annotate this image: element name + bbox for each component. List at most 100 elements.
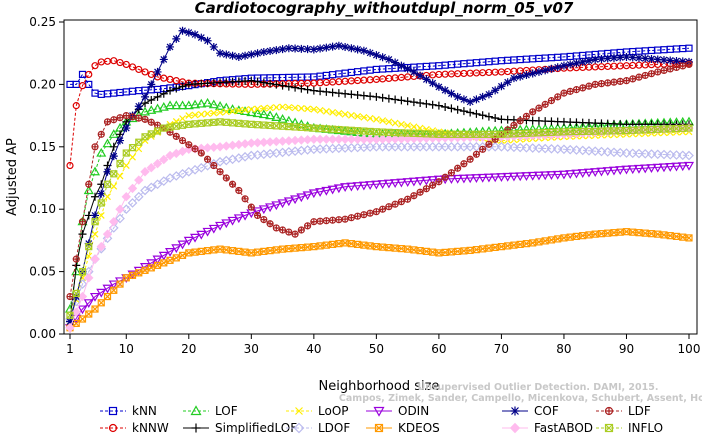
data-point xyxy=(72,289,80,298)
data-point xyxy=(447,169,456,177)
data-point xyxy=(590,146,601,157)
watermark-line-2: Unsupervised Outlier Detection. DAMI, 20… xyxy=(418,382,659,393)
data-point xyxy=(277,199,288,209)
data-point xyxy=(183,236,194,246)
data-point xyxy=(646,149,657,159)
data-point xyxy=(172,132,180,140)
data-point xyxy=(171,244,182,254)
data-point xyxy=(103,118,112,126)
data-point xyxy=(129,153,136,161)
data-point xyxy=(110,170,118,178)
data-point xyxy=(221,102,232,112)
legend-marker xyxy=(108,406,118,416)
legend-marker xyxy=(108,423,118,433)
data-point xyxy=(97,212,105,219)
data-point xyxy=(422,185,430,193)
data-point xyxy=(372,208,380,216)
data-point xyxy=(259,78,268,87)
data-point xyxy=(247,105,255,113)
data-point xyxy=(116,136,125,145)
data-point xyxy=(447,104,456,113)
data-point xyxy=(290,195,301,205)
data-point xyxy=(547,64,556,73)
data-point xyxy=(153,121,162,129)
data-point xyxy=(477,173,488,183)
x-tick-label: 1 xyxy=(66,342,74,356)
data-point xyxy=(97,299,105,307)
legend-label: kNNW xyxy=(132,421,169,434)
data-point xyxy=(684,150,694,161)
data-point xyxy=(397,120,405,128)
data-point xyxy=(421,176,432,186)
data-point xyxy=(427,141,438,152)
data-point xyxy=(391,119,399,127)
data-point xyxy=(241,195,249,203)
data-point xyxy=(153,67,162,76)
data-point xyxy=(103,292,112,301)
legend-marker xyxy=(373,406,385,417)
data-point xyxy=(341,89,350,98)
data-point xyxy=(322,217,330,225)
data-point xyxy=(547,97,556,105)
data-point xyxy=(235,186,243,195)
data-point xyxy=(540,143,551,154)
data-point xyxy=(540,171,551,181)
data-point xyxy=(372,51,381,60)
data-point xyxy=(346,134,357,145)
x-tick-label: 50 xyxy=(369,342,384,356)
data-point xyxy=(191,111,199,119)
data-point xyxy=(234,52,243,61)
y-tick-label: 0.20 xyxy=(29,77,56,91)
data-point xyxy=(247,50,256,59)
data-point xyxy=(453,105,462,114)
series-ldof xyxy=(65,141,694,324)
plot-frame xyxy=(63,19,698,335)
data-point xyxy=(308,189,319,199)
data-point xyxy=(497,82,506,91)
data-point xyxy=(190,99,201,109)
legend-item-simplifiedlof: SimplifiedLOF xyxy=(183,421,297,434)
data-point xyxy=(409,67,418,76)
data-point xyxy=(159,55,168,64)
data-point xyxy=(302,191,313,201)
data-point xyxy=(122,149,130,157)
data-point xyxy=(577,145,588,156)
data-point xyxy=(503,78,512,87)
data-point xyxy=(309,134,319,145)
data-point xyxy=(678,57,687,66)
data-point xyxy=(365,181,376,190)
data-point xyxy=(396,134,407,144)
data-point xyxy=(259,47,268,56)
data-point xyxy=(265,203,276,213)
data-point xyxy=(596,167,607,177)
data-point xyxy=(685,234,693,242)
data-point xyxy=(147,118,155,126)
data-point xyxy=(134,175,144,185)
data-point xyxy=(291,230,299,238)
y-tick-label: 0.05 xyxy=(29,265,56,279)
data-point xyxy=(534,67,543,76)
data-point xyxy=(290,117,301,127)
data-point xyxy=(253,77,262,86)
data-point xyxy=(466,155,474,163)
data-point xyxy=(327,134,338,145)
data-point xyxy=(653,55,662,64)
data-point xyxy=(159,89,168,98)
data-point xyxy=(71,307,81,317)
data-point xyxy=(78,268,87,276)
data-point xyxy=(204,110,211,118)
data-point xyxy=(427,176,438,185)
data-point xyxy=(554,93,562,101)
data-point xyxy=(335,109,343,117)
data-point xyxy=(110,182,118,190)
data-point xyxy=(116,159,124,168)
data-point xyxy=(627,148,638,159)
data-point xyxy=(121,204,132,215)
data-point xyxy=(347,111,355,119)
data-point xyxy=(604,127,612,135)
data-point xyxy=(416,71,425,80)
data-point xyxy=(347,90,356,99)
data-point xyxy=(478,92,487,101)
data-point xyxy=(677,162,688,172)
data-point xyxy=(615,166,626,175)
